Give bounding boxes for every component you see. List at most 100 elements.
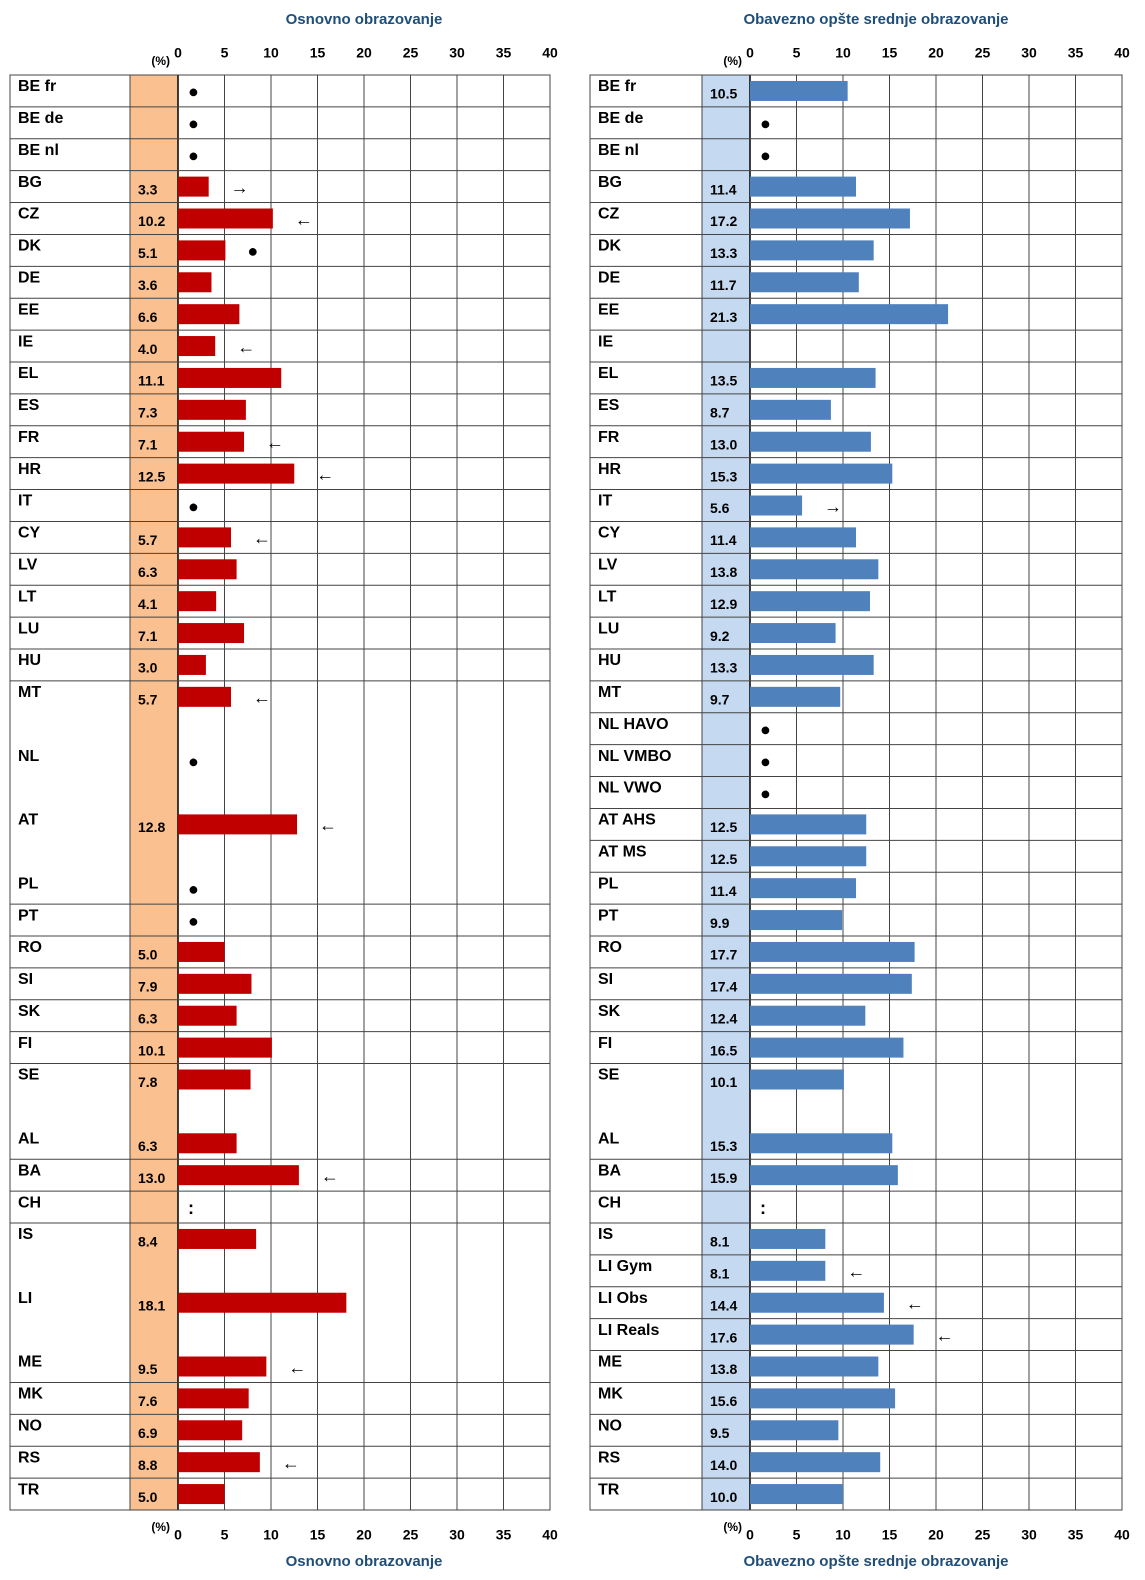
x-tick-label-bottom: 25	[975, 1527, 991, 1543]
bar	[178, 1484, 225, 1505]
category-label: BG	[598, 174, 622, 191]
value-label: 9.7	[710, 692, 730, 708]
category-label: BA	[18, 1162, 42, 1179]
symbol: ●	[188, 114, 199, 134]
category-label: ME	[18, 1354, 42, 1371]
category-label: FR	[598, 429, 620, 446]
symbol: ●	[188, 145, 199, 165]
value-label: 7.6	[138, 1393, 158, 1409]
value-label: 17.7	[710, 947, 737, 963]
symbol: ←	[321, 1166, 339, 1186]
bar	[750, 1165, 898, 1186]
bar	[750, 1037, 904, 1058]
bar	[750, 1069, 844, 1090]
category-label: FI	[598, 1035, 612, 1052]
symbol: ●	[760, 114, 771, 134]
value-label: 16.5	[710, 1042, 737, 1058]
bar	[178, 272, 212, 293]
axis-label-bottom: (%)	[151, 1520, 170, 1534]
x-tick-label: 30	[1021, 45, 1037, 61]
category-label: PL	[598, 875, 619, 892]
x-tick-label-bottom: 35	[1068, 1527, 1084, 1543]
x-tick-label-bottom: 0	[174, 1527, 182, 1543]
category-label: HR	[598, 461, 622, 478]
x-tick-label-bottom: 5	[221, 1527, 229, 1543]
value-label: 5.1	[138, 245, 158, 261]
value-label: 6.9	[138, 1425, 158, 1441]
category-label: LT	[18, 588, 37, 605]
category-label: SK	[598, 1003, 621, 1020]
bar	[750, 1260, 826, 1281]
bar	[178, 1037, 272, 1058]
x-tick-label: 0	[746, 45, 754, 61]
category-label: LV	[18, 556, 38, 573]
category-label: AT AHS	[598, 812, 656, 829]
value-label: 10.1	[138, 1042, 165, 1058]
value-label: 7.9	[138, 979, 158, 995]
x-tick-label: 20	[928, 45, 944, 61]
value-label: 7.1	[138, 628, 158, 644]
symbol: ●	[188, 911, 199, 931]
bar	[750, 272, 859, 293]
category-label: PL	[18, 875, 39, 892]
value-label: 6.3	[138, 1010, 158, 1026]
symbol: ●	[760, 783, 771, 803]
panel-border	[589, 74, 1123, 1511]
value-column	[130, 75, 178, 1510]
bar	[178, 336, 216, 357]
category-label: DK	[598, 238, 622, 255]
value-label: 8.1	[710, 1266, 730, 1282]
category-label: SE	[598, 1067, 620, 1084]
category-label: ES	[18, 397, 40, 414]
category-label: LU	[598, 620, 619, 637]
value-label: 13.3	[710, 245, 737, 261]
category-label: FR	[18, 429, 40, 446]
category-label: NL VWO	[598, 780, 662, 797]
value-column	[702, 75, 750, 1510]
value-label: 15.6	[710, 1393, 737, 1409]
category-label: NO	[598, 1417, 622, 1434]
symbol: ←	[237, 337, 255, 357]
value-label: 3.3	[138, 181, 158, 197]
bar	[750, 1005, 866, 1026]
x-tick-label-bottom: 0	[746, 1527, 754, 1543]
bar	[750, 463, 893, 484]
panel-border	[9, 74, 551, 1511]
x-tick-label-bottom: 20	[356, 1527, 372, 1543]
value-label: 6.3	[138, 564, 158, 580]
category-label: CZ	[598, 206, 620, 223]
bar	[750, 623, 836, 644]
category-label: FI	[18, 1035, 32, 1052]
symbol: ●	[188, 879, 199, 899]
x-tick-label: 35	[1068, 45, 1084, 61]
category-label: EL	[598, 365, 619, 382]
category-label: BA	[598, 1162, 622, 1179]
category-label: PT	[18, 907, 39, 924]
value-label: 12.5	[138, 468, 165, 484]
category-label: LI Reals	[598, 1322, 659, 1339]
category-label: HU	[598, 652, 621, 669]
category-label: EL	[18, 365, 39, 382]
category-label: NO	[18, 1417, 42, 1434]
category-label: MK	[18, 1386, 43, 1403]
category-label: LV	[598, 556, 618, 573]
bar	[750, 1356, 879, 1377]
bar	[750, 80, 848, 101]
bar	[750, 1388, 896, 1409]
symbol: ●	[188, 82, 199, 102]
category-label: BG	[18, 174, 42, 191]
category-label: CH	[18, 1194, 41, 1211]
value-label: 13.8	[710, 1361, 737, 1377]
x-tick-label: 15	[310, 45, 326, 61]
bar	[750, 910, 843, 931]
symbol: ←	[319, 815, 337, 835]
value-label: 11.1	[138, 373, 165, 389]
value-label: 5.7	[138, 532, 158, 548]
category-label: ES	[598, 397, 620, 414]
x-tick-label-bottom: 15	[882, 1527, 898, 1543]
value-label: 17.6	[710, 1329, 737, 1345]
category-label: RO	[18, 939, 42, 956]
bar	[178, 1165, 299, 1186]
value-label: 21.3	[710, 309, 737, 325]
symbol: :	[760, 1198, 766, 1218]
